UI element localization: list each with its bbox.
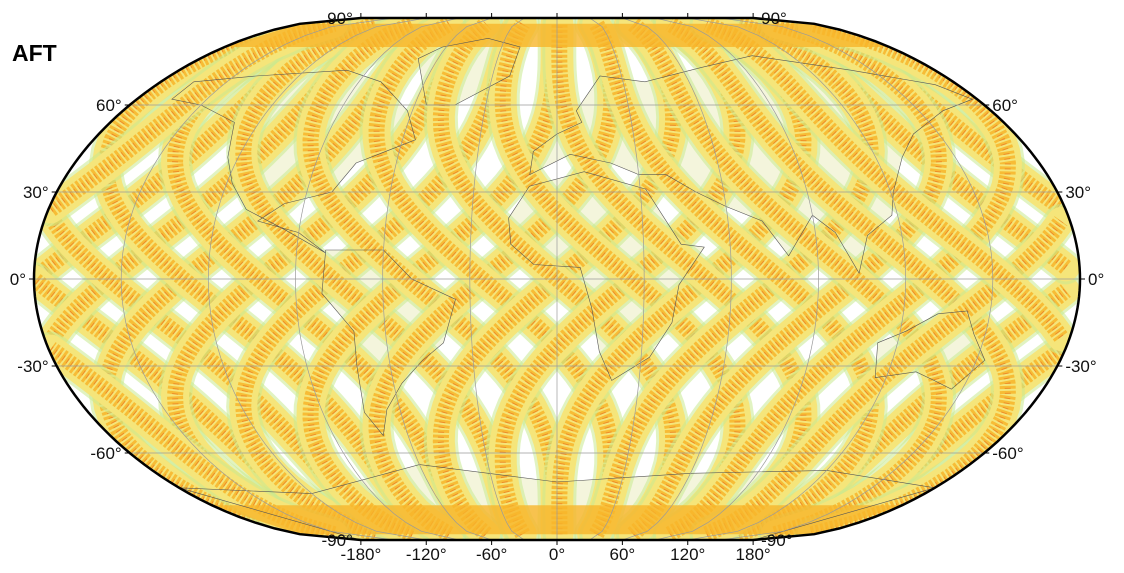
lat-label-right: -90° [761,531,792,550]
meridian-line [120,18,394,540]
lat-label-right: -30° [1065,357,1096,376]
lat-label-left: -60° [90,444,121,463]
axis-labels: 90° 90° 60° 60° 30° 30° 0° 0° -30° -30° -60° -60° -9… [10,9,1105,564]
panel-title: AFT [12,40,57,66]
swath-core [740,284,1071,540]
meridian-line [207,18,427,540]
meridian-line [622,18,732,540]
lat-label-left: 90° [327,9,353,28]
lon-label: 180° [736,545,771,564]
continent-greenland-coastline [417,37,521,106]
lat-label-right: 60° [992,96,1018,115]
swath-core [494,19,746,540]
continent-north-america-coastline [171,69,416,254]
lat-label-left: 30° [23,183,49,202]
meridian-line [382,18,492,540]
continent-eurasia-coastline [529,55,974,275]
lat-label-left: -90° [322,531,353,550]
meridian-line [295,18,459,540]
continent-australia-coastline [874,310,986,390]
axis-ticks [29,13,1085,545]
lon-label: -60° [476,545,507,564]
swath-core [703,216,1068,540]
lon-label: -180° [340,545,381,564]
lon-label: 0° [549,545,565,564]
continent-south-america-coastline [321,249,456,437]
swath-hotspots [49,20,335,212]
lat-label-right: 0° [1088,270,1104,289]
lat-label-left: 0° [10,270,26,289]
swath-core [46,18,337,216]
lon-label: 60° [610,545,636,564]
lat-label-right: 90° [761,9,787,28]
swath-hotspots [49,346,335,538]
meridian-line [720,18,994,540]
meridian-line [469,18,525,540]
swath-core [46,342,337,540]
lat-label-right: 30° [1065,183,1091,202]
meridian-line [589,18,645,540]
lat-label-left: -30° [17,357,48,376]
swath-hotspots [742,20,1068,270]
lon-label: -120° [406,545,447,564]
lat-label-right: -60° [992,444,1023,463]
swath-hotspots [593,20,874,536]
swath-core [589,18,879,539]
swath-hotspots [34,20,372,282]
swath-core [665,18,1016,540]
lat-label-left: 60° [96,96,122,115]
meridian-line [687,18,907,540]
meridian-line [655,18,819,540]
graticule [34,18,1080,540]
swath-hotspots [307,23,558,537]
lon-label: 120° [670,545,705,564]
swath-core [703,18,1068,342]
swath-hotspots [742,288,1068,538]
